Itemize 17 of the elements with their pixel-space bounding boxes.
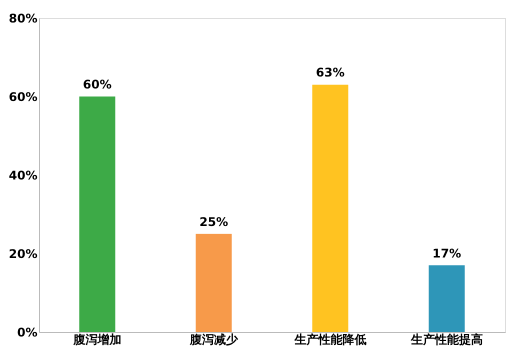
x-tick-label: 生产性能降低 bbox=[293, 332, 366, 346]
y-tick-label: 20% bbox=[8, 247, 38, 261]
bar bbox=[312, 84, 348, 332]
data-label: 63% bbox=[316, 66, 345, 80]
y-tick-label: 40% bbox=[8, 168, 38, 182]
y-tick-label: 0% bbox=[17, 326, 38, 340]
y-tick-label: 60% bbox=[8, 90, 38, 104]
x-tick-label: 腹泻增加 bbox=[72, 332, 122, 346]
x-tick-label: 腹泻减少 bbox=[188, 332, 239, 346]
data-label: 60% bbox=[82, 78, 112, 92]
bar bbox=[196, 234, 232, 332]
data-label: 17% bbox=[432, 246, 462, 260]
bar bbox=[428, 265, 465, 332]
data-label: 25% bbox=[199, 214, 228, 229]
bar bbox=[79, 96, 116, 332]
y-tick-label: 80% bbox=[8, 12, 38, 26]
x-tick-label: 生产性能提高 bbox=[410, 332, 483, 346]
